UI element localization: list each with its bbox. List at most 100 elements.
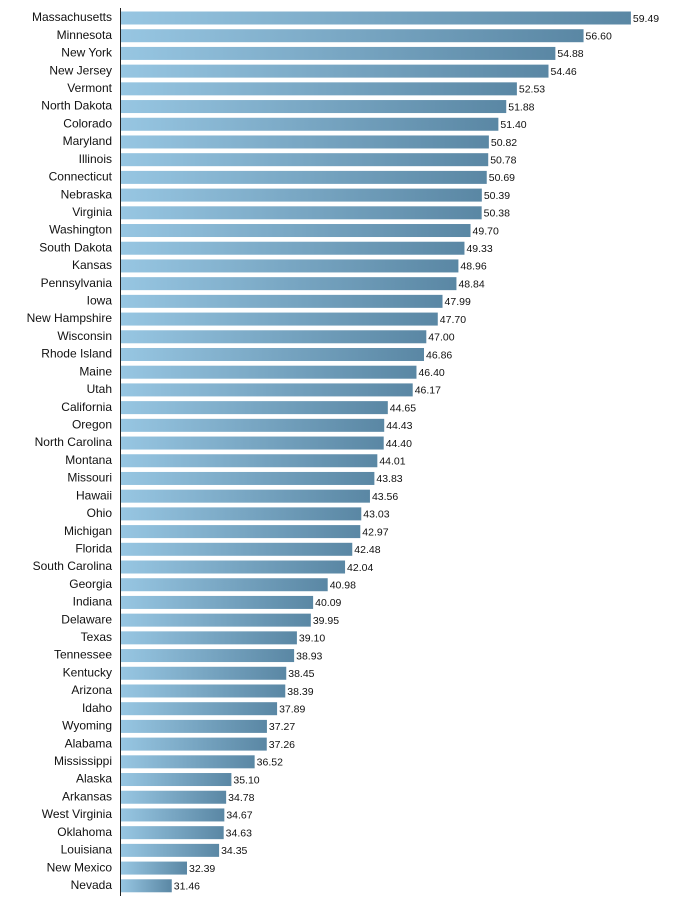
category-label: New Hampshire (27, 311, 113, 325)
category-label: Arkansas (62, 789, 112, 803)
value-label: 59.49 (633, 13, 659, 25)
value-label: 51.40 (500, 119, 526, 131)
value-label: 40.98 (330, 580, 356, 592)
value-label: 50.39 (484, 190, 510, 202)
value-label: 39.10 (299, 633, 325, 645)
value-label: 42.97 (362, 526, 388, 538)
value-label: 50.38 (484, 208, 510, 220)
category-label: Indiana (73, 595, 113, 609)
bar (121, 702, 278, 716)
value-label: 38.45 (288, 668, 314, 680)
value-label: 44.65 (390, 402, 416, 414)
value-label: 38.93 (296, 650, 322, 662)
value-label: 44.01 (379, 456, 405, 468)
bar (121, 277, 457, 291)
value-label: 49.33 (466, 243, 492, 255)
category-label: South Dakota (39, 240, 112, 254)
bar (121, 525, 361, 539)
bar (121, 135, 489, 149)
value-label: 46.40 (418, 367, 444, 379)
bar (121, 365, 417, 379)
value-label: 42.04 (347, 562, 373, 574)
value-label: 47.99 (445, 296, 471, 308)
value-label: 34.35 (221, 845, 247, 857)
value-label: 40.09 (315, 597, 341, 609)
bar (121, 755, 255, 769)
category-label: Wyoming (62, 719, 112, 733)
category-label: Wisconsin (57, 329, 112, 343)
bar (121, 206, 482, 220)
value-label: 50.82 (491, 137, 517, 149)
value-label: 36.52 (257, 757, 283, 769)
bar (121, 649, 295, 663)
bar (121, 401, 388, 415)
category-label: New York (61, 46, 113, 60)
category-label: Alabama (65, 736, 113, 750)
value-label: 52.53 (519, 84, 545, 96)
category-label: Louisiana (61, 843, 113, 857)
bar (121, 436, 384, 450)
category-label: Georgia (69, 577, 112, 591)
category-label: Massachusetts (32, 10, 112, 24)
category-label: Florida (75, 541, 112, 555)
category-label: New Jersey (49, 63, 112, 77)
value-label: 39.95 (313, 615, 339, 627)
value-label: 54.46 (550, 66, 576, 78)
category-label: Oklahoma (57, 825, 112, 839)
category-label: Washington (49, 223, 112, 237)
value-label: 50.69 (489, 172, 515, 184)
value-label: 31.46 (174, 881, 200, 893)
bar (121, 560, 346, 574)
bar (121, 224, 471, 238)
value-label: 37.89 (279, 703, 305, 715)
category-label: Arizona (71, 683, 112, 697)
bar (121, 241, 465, 255)
value-label: 54.88 (557, 48, 583, 60)
bar (121, 471, 375, 485)
bar (121, 454, 378, 468)
bar (121, 489, 370, 503)
category-label: Kansas (72, 258, 112, 272)
value-label: 56.60 (586, 30, 612, 42)
bar (121, 879, 172, 893)
bar (121, 153, 489, 167)
bar (121, 170, 487, 184)
bar (121, 383, 413, 397)
bar (121, 826, 224, 840)
value-label: 32.39 (189, 863, 215, 875)
bar (121, 666, 287, 680)
bar (121, 613, 311, 627)
bar (121, 312, 438, 326)
value-label: 34.63 (226, 827, 252, 839)
bar (121, 259, 459, 273)
category-label: Virginia (72, 205, 112, 219)
category-label: Iowa (87, 294, 113, 308)
category-label: Mississippi (54, 754, 112, 768)
bar (121, 861, 187, 875)
value-label: 35.10 (233, 774, 259, 786)
category-label: Michigan (64, 524, 112, 538)
category-label: Nebraska (61, 187, 113, 201)
category-label: Utah (87, 382, 112, 396)
bar (121, 29, 584, 43)
value-label: 51.88 (508, 101, 534, 113)
category-label: North Carolina (35, 435, 113, 449)
bar (121, 418, 385, 432)
category-label: California (61, 400, 112, 414)
category-label: Vermont (67, 81, 112, 95)
category-label: Nevada (71, 878, 113, 892)
value-label: 37.27 (269, 721, 295, 733)
category-label: Connecticut (49, 170, 113, 184)
bar (121, 843, 220, 857)
category-label: South Carolina (33, 559, 113, 573)
category-label: Texas (81, 630, 112, 644)
category-label: Alaska (76, 772, 112, 786)
value-label: 43.83 (376, 473, 402, 485)
bar (121, 719, 267, 733)
bar (121, 294, 443, 308)
bar (121, 100, 507, 114)
category-label: Missouri (67, 471, 112, 485)
category-label: Colorado (63, 116, 112, 130)
bar (121, 595, 314, 609)
